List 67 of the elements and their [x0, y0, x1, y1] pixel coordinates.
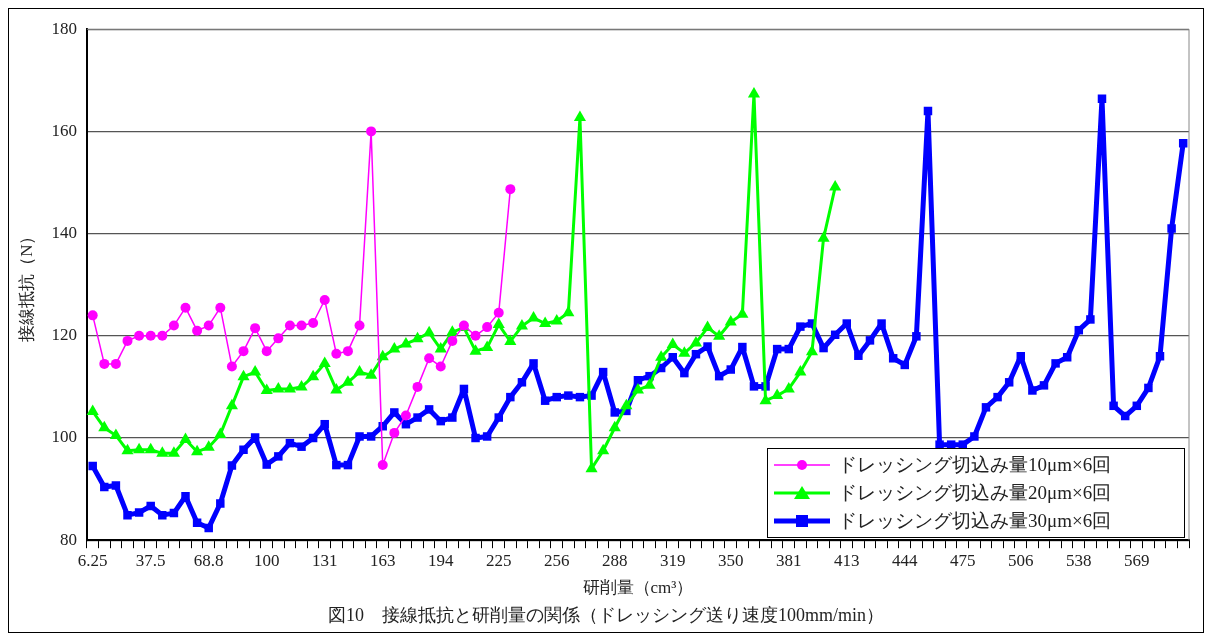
x-tick-label: 413: [834, 550, 860, 570]
x-tick-label: 288: [602, 550, 628, 570]
point: [226, 361, 237, 372]
legend-label: ドレッシング切込み量10μm×6回: [838, 453, 1112, 478]
point: [424, 353, 435, 364]
point: [110, 358, 121, 369]
point: [331, 348, 342, 359]
point: [134, 330, 145, 341]
x-tick-label: 506: [1008, 550, 1034, 570]
x-tick-label: 225: [485, 550, 512, 570]
point: [470, 330, 481, 341]
point: [400, 410, 411, 421]
point: [447, 335, 458, 346]
point: [180, 302, 191, 313]
x-tick-label: 256: [543, 550, 570, 570]
point: [261, 346, 272, 357]
point: [168, 320, 179, 331]
point: [482, 322, 493, 333]
point: [284, 320, 295, 331]
point: [308, 318, 319, 329]
y-tick-label: 180: [51, 18, 77, 38]
x-tick-label: 538: [1066, 550, 1092, 570]
point: [273, 333, 284, 344]
point: [145, 330, 156, 341]
point: [122, 335, 133, 346]
y-tick-label: 120: [51, 325, 77, 345]
x-tick-label: 475: [950, 550, 976, 570]
point: [342, 346, 353, 357]
point: [192, 325, 203, 336]
x-tick-label: 381: [776, 550, 802, 570]
y-tick-label: 160: [51, 120, 77, 140]
x-tick-label: 444: [892, 550, 919, 570]
y-tick-label: 140: [51, 223, 77, 243]
y-axis-title: 接線抵抗（N）: [16, 227, 36, 342]
x-tick-label: 163: [369, 550, 396, 570]
point: [87, 310, 98, 321]
point: [412, 381, 423, 392]
x-tick-label: 100: [253, 550, 280, 570]
legend-label: ドレッシング切込み量20μm×6回: [838, 481, 1112, 506]
point: [319, 295, 330, 306]
x-tick-label: 131: [311, 550, 338, 570]
x-tick-label: 6.25: [77, 550, 108, 570]
x-tick-label: 569: [1124, 550, 1150, 570]
point: [366, 126, 377, 137]
x-axis-title: 研削量（cm³）: [582, 578, 694, 598]
point: [377, 460, 388, 471]
point: [435, 361, 446, 372]
y-tick-label: 100: [51, 427, 77, 447]
y-tick-label: 80: [59, 529, 77, 549]
x-tick-label: 350: [718, 550, 744, 570]
x-tick-label: 37.5: [135, 550, 166, 570]
point: [215, 302, 226, 313]
x-tick-label: 194: [427, 550, 454, 570]
x-tick-label: 68.8: [193, 550, 224, 570]
point: [493, 307, 504, 318]
point: [296, 320, 307, 331]
point: [250, 323, 261, 334]
point: [238, 346, 249, 357]
point: [203, 320, 214, 331]
point: [389, 427, 400, 438]
point: [157, 330, 168, 341]
caption: 図10 接線抵抗と研削量の関係（ドレッシング送り速度100mm/min）: [327, 604, 885, 627]
legend-label: ドレッシング切込み量30μm×6回: [838, 509, 1112, 534]
point: [354, 320, 365, 331]
point: [505, 184, 516, 195]
point: [99, 358, 110, 369]
x-tick-label: 319: [660, 550, 686, 570]
